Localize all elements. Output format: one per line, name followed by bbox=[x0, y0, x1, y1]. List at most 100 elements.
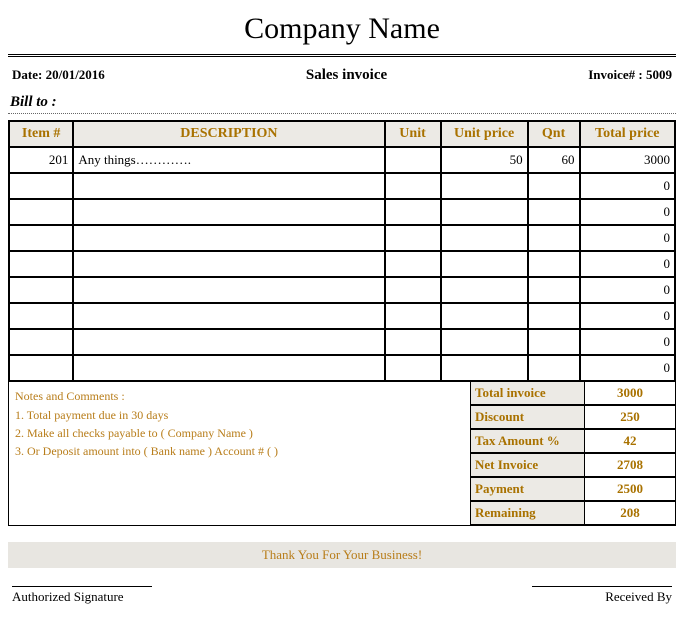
cell-unit_price bbox=[441, 329, 528, 355]
cell-unit bbox=[385, 355, 441, 381]
cell-unit bbox=[385, 251, 441, 277]
cell-unit bbox=[385, 225, 441, 251]
totals-value: 2500 bbox=[585, 478, 676, 501]
totals-label: Total invoice bbox=[470, 382, 585, 405]
cell-desc bbox=[73, 225, 384, 251]
cell-total: 0 bbox=[580, 329, 675, 355]
cell-item bbox=[9, 173, 73, 199]
cell-total: 0 bbox=[580, 225, 675, 251]
cell-desc bbox=[73, 303, 384, 329]
date-block: Date: 20/01/2016 bbox=[12, 67, 105, 83]
invoice-label: Invoice# : bbox=[588, 67, 643, 82]
table-row: 0 bbox=[9, 329, 675, 355]
cell-desc bbox=[73, 277, 384, 303]
cell-unit bbox=[385, 329, 441, 355]
table-row: 0 bbox=[9, 251, 675, 277]
totals-value: 250 bbox=[585, 406, 676, 429]
company-name: Company Name bbox=[8, 8, 676, 54]
cell-item bbox=[9, 329, 73, 355]
table-row: 201Any things………….50603000 bbox=[9, 147, 675, 173]
bill-to-label: Bill to : bbox=[8, 90, 676, 113]
cell-item bbox=[9, 277, 73, 303]
cell-unit bbox=[385, 277, 441, 303]
cell-desc: Any things…………. bbox=[73, 147, 384, 173]
doc-title: Sales invoice bbox=[306, 67, 387, 84]
table-row: 0 bbox=[9, 173, 675, 199]
totals-row: Total invoice3000 bbox=[470, 382, 676, 406]
cell-qnt bbox=[528, 329, 580, 355]
cell-item bbox=[9, 355, 73, 381]
cell-qnt bbox=[528, 173, 580, 199]
totals-row: Payment2500 bbox=[470, 478, 676, 502]
cell-unit_price bbox=[441, 251, 528, 277]
bottom-section: Notes and Comments : 1. Total payment du… bbox=[8, 382, 676, 526]
totals-row: Net Invoice2708 bbox=[470, 454, 676, 478]
totals-box: Total invoice3000Discount250Tax Amount %… bbox=[470, 382, 676, 526]
cell-qnt bbox=[528, 303, 580, 329]
cell-unit bbox=[385, 147, 441, 173]
cell-qnt bbox=[528, 277, 580, 303]
cell-item bbox=[9, 199, 73, 225]
totals-row: Discount250 bbox=[470, 406, 676, 430]
cell-qnt: 60 bbox=[528, 147, 580, 173]
cell-qnt bbox=[528, 355, 580, 381]
totals-value: 3000 bbox=[585, 382, 676, 405]
col-desc: DESCRIPTION bbox=[73, 121, 384, 147]
date-value: 20/01/2016 bbox=[46, 67, 105, 82]
notes-box: Notes and Comments : 1. Total payment du… bbox=[8, 382, 470, 526]
cell-unit bbox=[385, 173, 441, 199]
totals-row: Tax Amount %42 bbox=[470, 430, 676, 454]
note-2: 2. Make all checks payable to ( Company … bbox=[15, 426, 464, 441]
totals-label: Net Invoice bbox=[470, 454, 585, 477]
cell-unit_price bbox=[441, 303, 528, 329]
totals-value: 208 bbox=[585, 502, 676, 525]
invoice-block: Invoice# : 5009 bbox=[588, 67, 672, 83]
cell-unit_price: 50 bbox=[441, 147, 528, 173]
totals-label: Payment bbox=[470, 478, 585, 501]
totals-label: Remaining bbox=[470, 502, 585, 525]
cell-unit bbox=[385, 199, 441, 225]
header-rule bbox=[8, 54, 676, 57]
cell-total: 3000 bbox=[580, 147, 675, 173]
note-3: 3. Or Deposit amount into ( Bank name ) … bbox=[15, 444, 464, 459]
totals-row: Remaining208 bbox=[470, 502, 676, 526]
meta-row: Date: 20/01/2016 Sales invoice Invoice# … bbox=[8, 67, 676, 90]
col-item: Item # bbox=[9, 121, 73, 147]
cell-unit_price bbox=[441, 277, 528, 303]
notes-heading: Notes and Comments : bbox=[15, 389, 464, 404]
cell-unit_price bbox=[441, 355, 528, 381]
cell-unit_price bbox=[441, 225, 528, 251]
bill-to-line bbox=[8, 113, 676, 114]
cell-unit_price bbox=[441, 199, 528, 225]
cell-item bbox=[9, 251, 73, 277]
cell-desc bbox=[73, 251, 384, 277]
col-unit-price: Unit price bbox=[441, 121, 528, 147]
totals-label: Discount bbox=[470, 406, 585, 429]
note-1: 1. Total payment due in 30 days bbox=[15, 408, 464, 423]
cell-total: 0 bbox=[580, 303, 675, 329]
items-table: Item # DESCRIPTION Unit Unit price Qnt T… bbox=[8, 120, 676, 382]
cell-qnt bbox=[528, 225, 580, 251]
received-by: Received By bbox=[532, 586, 672, 605]
cell-desc bbox=[73, 355, 384, 381]
table-row: 0 bbox=[9, 277, 675, 303]
col-total: Total price bbox=[580, 121, 675, 147]
cell-total: 0 bbox=[580, 173, 675, 199]
invoice-value: 5009 bbox=[646, 67, 672, 82]
authorized-signature: Authorized Signature bbox=[12, 586, 152, 605]
date-label: Date: bbox=[12, 67, 42, 82]
table-row: 0 bbox=[9, 355, 675, 381]
cell-desc bbox=[73, 199, 384, 225]
cell-unit_price bbox=[441, 173, 528, 199]
cell-unit bbox=[385, 303, 441, 329]
cell-qnt bbox=[528, 199, 580, 225]
cell-qnt bbox=[528, 251, 580, 277]
header-row: Item # DESCRIPTION Unit Unit price Qnt T… bbox=[9, 121, 675, 147]
cell-total: 0 bbox=[580, 251, 675, 277]
signature-row: Authorized Signature Received By bbox=[8, 568, 676, 605]
table-row: 0 bbox=[9, 225, 675, 251]
cell-total: 0 bbox=[580, 277, 675, 303]
cell-total: 0 bbox=[580, 199, 675, 225]
totals-value: 2708 bbox=[585, 454, 676, 477]
col-unit: Unit bbox=[385, 121, 441, 147]
